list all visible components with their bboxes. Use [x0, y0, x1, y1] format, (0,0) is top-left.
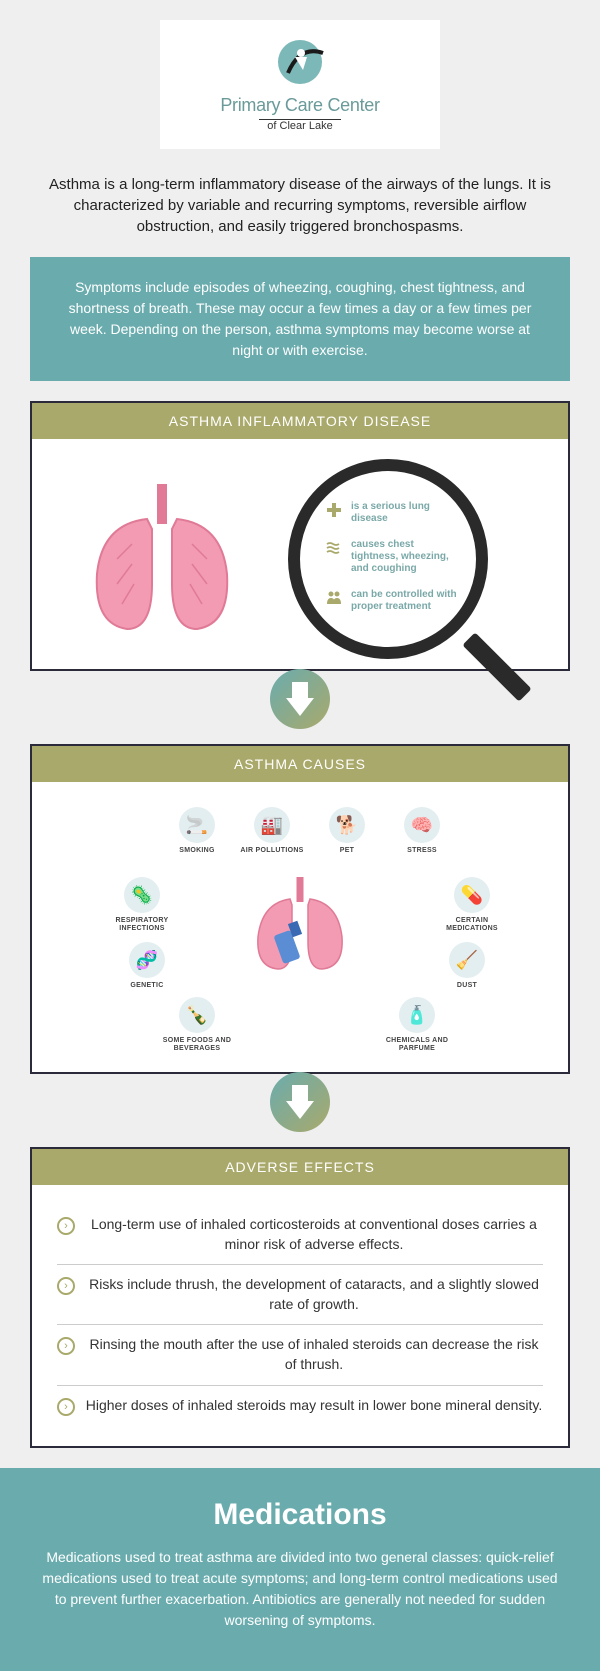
- effects-section: ADVERSE EFFECTS › Long-term use of inhale…: [30, 1147, 570, 1448]
- people-icon: [325, 589, 343, 607]
- cause-item: 🧹 DUST: [432, 942, 502, 990]
- mag-text: causes chest tightness, wheezing, and co…: [351, 539, 461, 575]
- arrow-down-icon: [270, 669, 330, 729]
- mag-item: can be controlled with proper treatment: [325, 589, 461, 613]
- magnifier: is a serious lung disease causes chest t…: [288, 459, 548, 659]
- cause-icon: 🧬: [129, 942, 165, 978]
- lungs-inhaler-illustration: [240, 867, 360, 977]
- chevron-icon: ›: [57, 1337, 75, 1355]
- chevron-icon: ›: [57, 1398, 75, 1416]
- cause-label: RESPIRATORY INFECTIONS: [107, 917, 177, 934]
- cause-icon: 🧹: [449, 942, 485, 978]
- cause-label: AIR POLLUTIONS: [237, 847, 307, 855]
- plus-icon: [325, 501, 343, 519]
- cause-label: GENETIC: [112, 982, 182, 990]
- medications-section: Medications Medications used to treat as…: [0, 1468, 600, 1671]
- effect-item: › Risks include thrush, the development o…: [57, 1265, 543, 1325]
- inflammatory-section: ASTHMA INFLAMMATORY DISEASE is a serious…: [30, 401, 570, 671]
- medications-title: Medications: [40, 1498, 560, 1532]
- cause-item: 🍾 SOME FOODS AND BEVERAGES: [162, 997, 232, 1054]
- mag-item: causes chest tightness, wheezing, and co…: [325, 539, 461, 575]
- intro-text: Asthma is a long-term inflammatory disea…: [0, 164, 600, 257]
- effect-text: Long-term use of inhaled corticosteroids…: [85, 1215, 543, 1254]
- cause-label: STRESS: [387, 847, 457, 855]
- cause-label: SOME FOODS AND BEVERAGES: [162, 1037, 232, 1054]
- cause-item: 💊 CERTAIN MEDICATIONS: [437, 877, 507, 934]
- causes-section: ASTHMA CAUSES 🚬 SMOKING 🏭 AIR POLLUTIONS 🐕 PE…: [30, 744, 570, 1074]
- medications-text: Medications used to treat asthma are div…: [40, 1547, 560, 1631]
- mag-item: is a serious lung disease: [325, 501, 461, 525]
- effect-item: › Long-term use of inhaled corticosteroid…: [57, 1205, 543, 1265]
- logo-box: Primary Care Center of Clear Lake: [160, 20, 440, 149]
- cause-label: CHEMICALS AND PARFUME: [382, 1037, 452, 1054]
- causes-grid: 🚬 SMOKING 🏭 AIR POLLUTIONS 🐕 PET 🧠 STRESS 🦠 RESPI…: [52, 802, 548, 1042]
- effect-text: Higher doses of inhaled steroids may res…: [85, 1396, 543, 1416]
- symptoms-box: Symptoms include episodes of wheezing, c…: [30, 257, 570, 381]
- cause-icon: 🍾: [179, 997, 215, 1033]
- chevron-icon: ›: [57, 1277, 75, 1295]
- cause-item: 🐕 PET: [312, 807, 382, 855]
- cause-item: 🧴 CHEMICALS AND PARFUME: [382, 997, 452, 1054]
- cause-label: SMOKING: [162, 847, 232, 855]
- cause-icon: 🧴: [399, 997, 435, 1033]
- waves-icon: [325, 539, 343, 557]
- arrow-down-icon: [270, 1072, 330, 1132]
- cause-label: CERTAIN MEDICATIONS: [437, 917, 507, 934]
- logo-sub: of Clear Lake: [259, 119, 340, 132]
- section-header: ADVERSE EFFECTS: [32, 1149, 568, 1185]
- section-header: ASTHMA CAUSES: [32, 746, 568, 782]
- cause-icon: 🏭: [254, 807, 290, 843]
- effect-item: › Higher doses of inhaled steroids may re…: [57, 1386, 543, 1426]
- chevron-icon: ›: [57, 1217, 75, 1235]
- cause-item: 🏭 AIR POLLUTIONS: [237, 807, 307, 855]
- effect-item: › Rinsing the mouth after the use of inha…: [57, 1325, 543, 1385]
- cause-label: PET: [312, 847, 382, 855]
- mag-text: can be controlled with proper treatment: [351, 589, 461, 613]
- cause-icon: 💊: [454, 877, 490, 913]
- logo-name: Primary Care Center: [175, 95, 425, 116]
- cause-item: 🦠 RESPIRATORY INFECTIONS: [107, 877, 177, 934]
- cause-icon: 🚬: [179, 807, 215, 843]
- cause-item: 🚬 SMOKING: [162, 807, 232, 855]
- cause-icon: 🦠: [124, 877, 160, 913]
- cause-label: DUST: [432, 982, 502, 990]
- lungs-illustration: [72, 464, 252, 644]
- cause-icon: 🧠: [404, 807, 440, 843]
- logo-icon: [273, 35, 328, 90]
- cause-item: 🧠 STRESS: [387, 807, 457, 855]
- mag-text: is a serious lung disease: [351, 501, 461, 525]
- section-header: ASTHMA INFLAMMATORY DISEASE: [32, 403, 568, 439]
- cause-item: 🧬 GENETIC: [112, 942, 182, 990]
- effect-text: Rinsing the mouth after the use of inhal…: [85, 1335, 543, 1374]
- cause-icon: 🐕: [329, 807, 365, 843]
- effect-text: Risks include thrush, the development of…: [85, 1275, 543, 1314]
